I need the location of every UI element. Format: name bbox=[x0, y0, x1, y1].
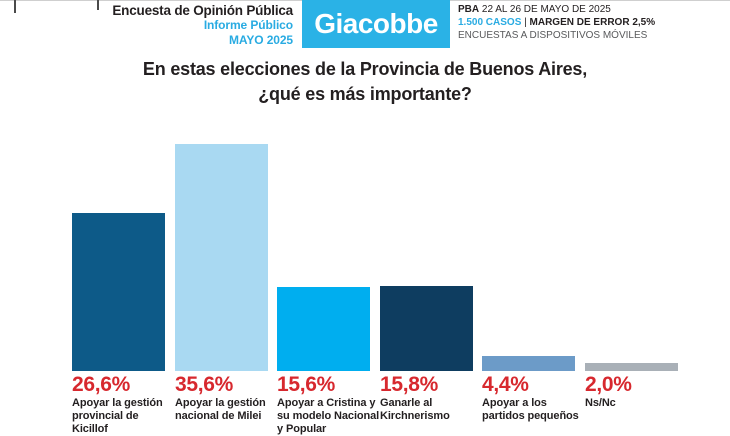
chart-title-line2: ¿qué es más importante? bbox=[258, 84, 472, 104]
chart-bar bbox=[482, 356, 575, 371]
crop-mark bbox=[14, 0, 16, 13]
header-right-block: PBA 22 AL 26 DE MAYO DE 2025 1.500 CASOS… bbox=[458, 3, 718, 43]
report-month: MAYO 2025 bbox=[228, 33, 293, 47]
chart-bar bbox=[72, 213, 165, 371]
bar-value-label: 15,8% bbox=[380, 373, 439, 396]
report-type: Informe Público bbox=[203, 18, 293, 32]
chart-title-line1: En estas elecciones de la Provincia de B… bbox=[142, 59, 588, 79]
bar-value-label: 2,0% bbox=[585, 373, 632, 396]
chart-title: En estas elecciones de la Provincia de B… bbox=[0, 57, 730, 107]
fieldwork-dates: PBA 22 AL 26 DE MAYO DE 2025 bbox=[458, 4, 611, 15]
bar-value-label: 15,6% bbox=[277, 373, 336, 396]
bar-category-label: Apoyar la gestión provincial de Kicillof bbox=[72, 397, 163, 436]
survey-name: Encuesta de Opinión Pública bbox=[112, 3, 293, 18]
chart-bar bbox=[175, 144, 268, 371]
chart-bar bbox=[380, 286, 473, 371]
bar-category-label: Ns/Nc bbox=[585, 397, 616, 409]
bar-category-label: Ganarle al Kirchnerismo bbox=[380, 397, 450, 423]
bar-value-label: 4,4% bbox=[482, 373, 529, 396]
header-left-block: Encuesta de Opinión Pública Informe Públ… bbox=[0, 3, 293, 48]
bar-category-label: Apoyar a Cristina y su modelo Nacional y… bbox=[277, 397, 380, 436]
method-info: ENCUESTAS A DISPOSITIVOS MÓVILES bbox=[458, 30, 648, 42]
chart-bar bbox=[277, 287, 370, 371]
bar-category-label: Apoyar la gestión nacional de Milei bbox=[175, 397, 266, 423]
bar-category-label: Apoyar a los partidos pequeños bbox=[482, 397, 579, 423]
bar-value-label: 35,6% bbox=[175, 373, 234, 396]
sample-info: 1.500 CASOS | MARGEN DE ERROR 2,5% bbox=[458, 17, 656, 29]
crop-mark bbox=[97, 0, 99, 10]
brand-name: Giacobbe bbox=[314, 8, 438, 39]
giacobbe-logo: Giacobbe bbox=[302, 0, 450, 48]
bar-value-label: 26,6% bbox=[72, 373, 131, 396]
chart-bar bbox=[585, 363, 678, 371]
